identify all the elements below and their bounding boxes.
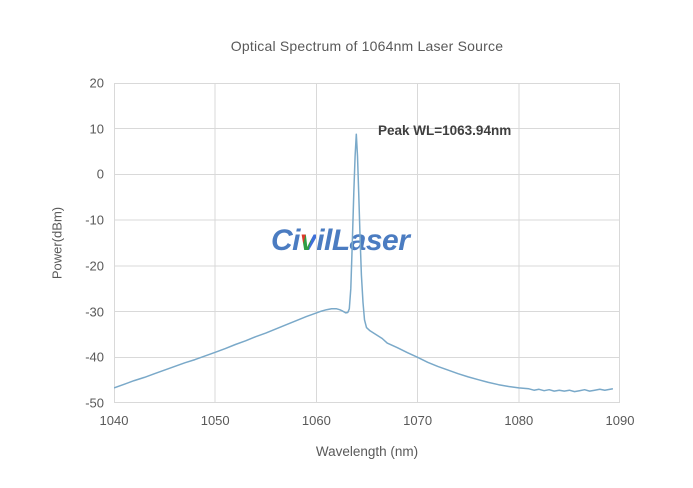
x-tick-label: 1090: [605, 413, 635, 428]
watermark-colored-v: v: [300, 224, 317, 257]
y-tick-label: 20: [89, 75, 104, 91]
x-axis-label: Wavelength (nm): [315, 444, 419, 459]
spectrum-svg: [113, 82, 621, 404]
peak-annotation: Peak WL=1063.94nm: [378, 123, 512, 138]
watermark-text-pre: Ci: [271, 224, 301, 257]
chart-title: Optical Spectrum of 1064nm Laser Source: [230, 38, 504, 54]
y-tick-label: -40: [85, 349, 104, 365]
plot-border: [114, 83, 620, 403]
y-tick-label: -10: [85, 212, 104, 228]
y-tick-label: -30: [85, 304, 104, 320]
y-tick-label: 0: [96, 166, 104, 182]
x-tick-label: 1070: [403, 413, 433, 428]
spectrum-line: [113, 133, 614, 393]
x-tick-label: 1040: [99, 413, 129, 428]
plot-area: [113, 82, 621, 404]
y-tick-label: -50: [85, 395, 104, 411]
x-tick-label: 1060: [301, 413, 331, 428]
watermark-text-post: ilLaser: [316, 224, 410, 257]
x-tick-label: 1050: [200, 413, 230, 428]
civillaser-watermark: CivilLaser: [271, 224, 410, 258]
y-tick-label: -20: [85, 258, 104, 274]
y-tick-label: 10: [89, 121, 104, 137]
x-tick-label: 1080: [504, 413, 534, 428]
